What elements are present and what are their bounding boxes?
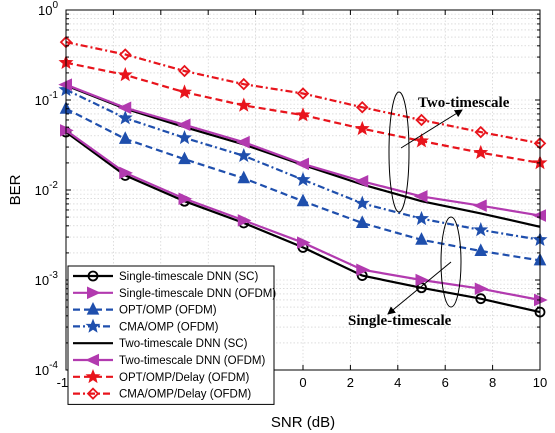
data-point (354, 195, 370, 210)
y-tick-label: 10-2 (35, 180, 59, 198)
data-point (296, 87, 310, 100)
data-point (236, 135, 250, 149)
data-point (117, 101, 132, 115)
series-line (65, 131, 541, 314)
x-tick-label: 2 (347, 375, 354, 390)
data-point (178, 64, 191, 78)
legend-entry: Single-timescale DNN (OFDM) (119, 288, 276, 300)
data-point (117, 110, 133, 125)
data-point (475, 293, 487, 305)
legend-entry: Two-timescale DNN (OFDM) (119, 355, 265, 367)
single-timescale-arrow (387, 261, 452, 315)
y-tick-label: 10-4 (35, 360, 59, 378)
data-point (296, 193, 310, 207)
x-tick-label: 8 (489, 375, 496, 390)
data-point (474, 282, 489, 296)
data-point (295, 171, 311, 187)
data-point (473, 199, 487, 212)
legend-swatch-marker (87, 270, 99, 282)
data-point (415, 273, 430, 287)
series-line (65, 41, 541, 145)
series-line (65, 88, 541, 241)
y-tick-label: 100 (38, 0, 58, 18)
data-point (176, 129, 193, 145)
data-point (118, 131, 132, 144)
legend-entry: Single-timescale DNN (SC) (119, 271, 258, 283)
data-point (237, 77, 251, 91)
legend-swatch-marker (86, 301, 100, 315)
data-point (354, 174, 369, 188)
data-point (474, 125, 488, 139)
data-point (236, 147, 252, 163)
data-point (117, 67, 133, 82)
data-point (473, 144, 489, 159)
series-5 (58, 78, 546, 222)
data-point (355, 215, 369, 228)
data-point (178, 151, 191, 165)
two-timescale-label: Two-timescale (418, 95, 510, 111)
y-axis-title: BER (7, 174, 24, 205)
x-tick-label: 6 (442, 375, 449, 390)
data-point (415, 113, 428, 127)
data-point (236, 97, 252, 112)
legend-entry: Two-timescale DNN (SC) (119, 338, 248, 350)
y-tick-label: 10-3 (35, 270, 59, 288)
data-point (178, 192, 193, 206)
data-point (237, 170, 251, 184)
data-point (474, 243, 488, 257)
two-timescale-ellipse (388, 91, 410, 213)
series-2 (59, 101, 547, 266)
data-point (413, 190, 428, 203)
data-point (297, 236, 311, 249)
data-point (413, 210, 430, 226)
series-7 (59, 35, 547, 150)
x-tick-label: 10 (533, 375, 547, 390)
two-timescale-arrow (400, 109, 463, 149)
legend: Single-timescale DNN (SC) Single-timescal… (67, 265, 276, 405)
annotations: Two-timescale Single-timescale (348, 91, 510, 329)
single-timescale-label: Single-timescale (348, 313, 452, 329)
y-tick-label: 10-1 (35, 90, 59, 108)
data-point (119, 166, 133, 180)
data-point (295, 157, 309, 171)
legend-swatch-marker (85, 318, 101, 333)
data-point (176, 118, 191, 132)
legend-swatch-marker (86, 387, 100, 400)
legend-swatch-marker (85, 353, 99, 367)
legend-entry: OPT/OMP/Delay (OFDM) (119, 372, 250, 384)
data-point (237, 214, 252, 227)
x-tick-label: 4 (394, 375, 401, 390)
data-point (354, 120, 370, 136)
data-point (356, 263, 370, 277)
legend-swatch-marker (87, 286, 101, 300)
legend-entry: CMA/OMP (OFDM) (119, 321, 219, 333)
legend-entry: OPT/OMP (OFDM) (119, 305, 217, 317)
data-point (415, 232, 428, 245)
data-point (118, 48, 132, 61)
data-point (295, 107, 311, 122)
data-point (355, 101, 369, 114)
legend-swatch-marker (85, 368, 101, 384)
legend-box (67, 265, 275, 405)
x-tick-label: 0 (299, 375, 306, 390)
data-point (177, 84, 192, 99)
legend-entry: CMA/OMP/Delay (OFDM) (119, 389, 251, 401)
x-axis-title: SNR (dB) (271, 414, 335, 431)
single-timescale-ellipse (440, 216, 462, 308)
data-point (473, 222, 489, 237)
